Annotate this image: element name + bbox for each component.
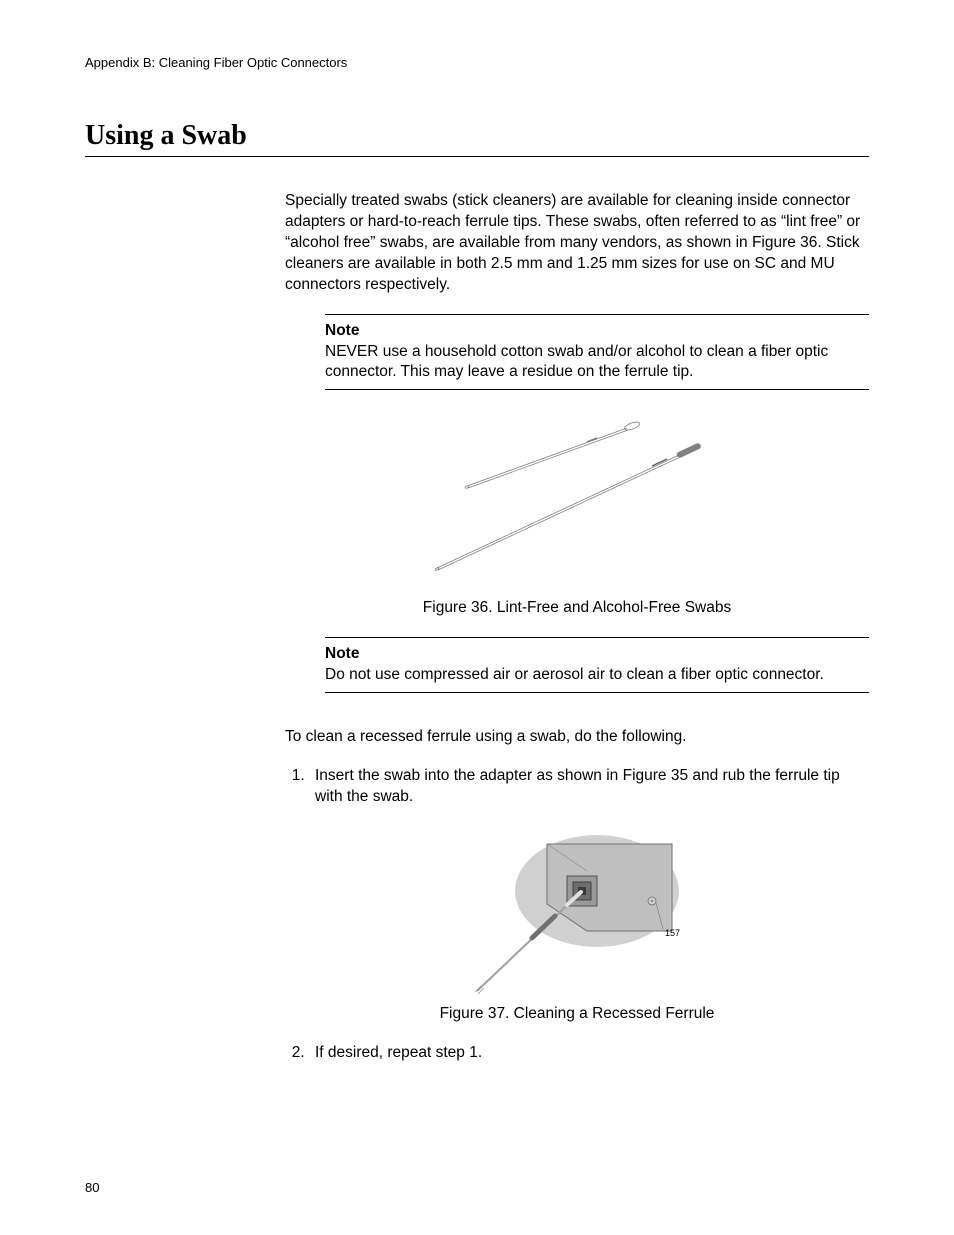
body-column: Specially treated swabs (stick cleaners)… — [285, 191, 869, 1064]
step-2: If desired, repeat step 1. — [309, 1043, 869, 1064]
note-text: NEVER use a household cotton swab and/or… — [325, 342, 869, 384]
running-header: Appendix B: Cleaning Fiber Optic Connect… — [85, 55, 869, 70]
note-box-1: Note NEVER use a household cotton swab a… — [325, 314, 869, 391]
figure-37-caption: Figure 37. Cleaning a Recessed Ferrule — [285, 1004, 869, 1025]
step-1: Insert the swab into the adapter as show… — [309, 766, 869, 808]
procedure-list-continued: If desired, repeat step 1. — [285, 1043, 869, 1064]
figure-37-image: 157 — [285, 826, 869, 996]
page-number: 80 — [85, 1180, 99, 1195]
figure-36-image — [285, 408, 869, 578]
ferrule-cleaning-illustration-icon: 157 — [437, 826, 717, 996]
figure-36-caption: Figure 36. Lint-Free and Alcohol-Free Sw… — [285, 598, 869, 619]
swabs-illustration-icon — [427, 408, 727, 578]
procedure-list: Insert the swab into the adapter as show… — [285, 766, 869, 808]
note-text: Do not use compressed air or aerosol air… — [325, 665, 869, 686]
intro-paragraph: Specially treated swabs (stick cleaners)… — [285, 191, 869, 296]
lead-in-paragraph: To clean a recessed ferrule using a swab… — [285, 727, 869, 748]
note-label: Note — [325, 321, 869, 342]
document-page: Appendix B: Cleaning Fiber Optic Connect… — [0, 0, 954, 1235]
note-label: Note — [325, 644, 869, 665]
note-box-2: Note Do not use compressed air or aeroso… — [325, 637, 869, 693]
section-title: Using a Swab — [85, 120, 869, 157]
figure-37-label-157: 157 — [665, 928, 680, 938]
